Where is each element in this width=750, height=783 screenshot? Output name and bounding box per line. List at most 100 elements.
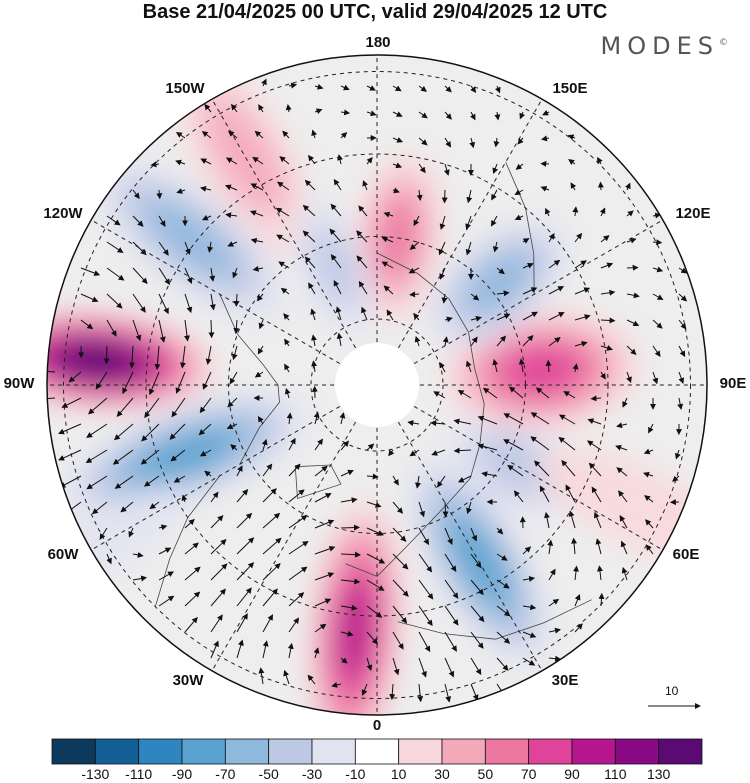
colorbar-tick: 130 xyxy=(646,766,671,782)
wind-arrow xyxy=(465,215,472,230)
wind-arrow xyxy=(158,547,172,555)
wind-arrow xyxy=(618,490,628,503)
wind-arrow xyxy=(257,415,264,425)
colorbar-swatch xyxy=(484,738,530,765)
wind-arrow xyxy=(548,312,565,321)
wind-arrow xyxy=(558,414,576,425)
wind-arrow xyxy=(443,163,450,176)
wind-arrow xyxy=(209,293,216,311)
wind-arrow xyxy=(154,345,161,371)
wind-arrow xyxy=(288,463,301,477)
wind-arrow xyxy=(184,542,199,555)
wind-arrow xyxy=(361,306,368,321)
wind-arrow xyxy=(236,537,255,555)
wind-arrow xyxy=(262,614,273,633)
wind-arrow xyxy=(522,287,538,295)
wind-arrow xyxy=(171,397,186,418)
wind-arrow xyxy=(356,230,368,243)
map-boundary xyxy=(46,54,708,716)
wind-arrow xyxy=(184,293,193,314)
wind-arrow xyxy=(522,311,538,321)
wind-arrow xyxy=(106,215,121,226)
wind-arrow xyxy=(409,449,420,457)
wind-arrow xyxy=(503,439,524,451)
wind-arrow xyxy=(571,537,578,555)
wind-arrow xyxy=(522,334,534,347)
wind-arrow xyxy=(311,129,318,139)
wind-arrow xyxy=(519,111,526,120)
wind-arrow xyxy=(515,163,524,170)
colorbar-tick: 70 xyxy=(520,766,537,782)
wind-arrow xyxy=(644,495,654,503)
colorbar-tick: -70 xyxy=(215,766,236,782)
wind-arrow xyxy=(509,386,524,399)
wind-arrow xyxy=(262,488,277,503)
wind-arrow xyxy=(362,180,369,191)
wind-arrow xyxy=(366,501,382,508)
wind-arrow xyxy=(444,631,457,652)
wind-arrow xyxy=(444,657,455,678)
wind-arrow xyxy=(574,314,591,321)
latitude-circle xyxy=(310,318,444,452)
wind-arrow xyxy=(392,631,404,650)
wind-arrow xyxy=(418,501,426,518)
wind-arrow xyxy=(591,486,602,503)
wind-arrow xyxy=(496,267,505,275)
wind-arrow xyxy=(302,204,316,217)
longitude-label-60w: 60W xyxy=(47,546,79,563)
anomaly-blob xyxy=(464,252,532,314)
wind-arrow xyxy=(389,683,396,701)
wind-arrow xyxy=(210,491,219,503)
wind-arrow xyxy=(307,154,316,165)
wind-arrow xyxy=(491,215,498,227)
colorbar-swatch xyxy=(441,738,486,765)
wind-arrow xyxy=(383,211,394,218)
wind-arrow xyxy=(481,471,498,478)
wind-arrow xyxy=(88,397,108,415)
wind-arrow xyxy=(621,567,628,581)
wind-arrow xyxy=(329,228,342,243)
wind-arrow xyxy=(262,640,269,659)
wind-arrow xyxy=(469,137,476,149)
wind-arrow xyxy=(438,241,446,256)
wind-arrow xyxy=(227,130,238,139)
wind-arrow xyxy=(514,189,524,196)
wind-arrow xyxy=(340,109,351,116)
wind-arrow xyxy=(496,335,507,347)
wind-arrow xyxy=(91,501,108,515)
longitude-label-30w: 30W xyxy=(172,672,204,689)
wind-arrow xyxy=(158,215,166,227)
wind-arrow xyxy=(496,631,511,644)
wind-arrow xyxy=(453,418,472,425)
longitude-label-150e: 150E xyxy=(552,80,588,97)
wind-arrow xyxy=(254,371,264,378)
wind-arrow xyxy=(541,135,550,142)
longitude-label-60e: 60E xyxy=(672,546,700,563)
wind-arrow xyxy=(539,485,550,503)
wind-arrow xyxy=(231,345,238,361)
wind-arrow xyxy=(262,537,282,555)
wind-arrow xyxy=(231,103,238,113)
wind-arrow xyxy=(470,527,478,542)
wind-arrow xyxy=(86,475,108,490)
wind-arrow xyxy=(366,579,385,591)
wind-arrow xyxy=(518,358,525,373)
wind-arrow xyxy=(199,397,212,414)
wind-arrow xyxy=(150,161,160,168)
wind-arrow xyxy=(652,345,661,358)
wind-arrow xyxy=(444,111,452,120)
wind-arrow xyxy=(597,181,604,191)
wind-arrow xyxy=(199,449,212,457)
wind-arrow xyxy=(285,104,292,113)
wind-arrow xyxy=(626,210,634,217)
wind-arrow xyxy=(441,189,448,204)
wind-arrow xyxy=(587,418,602,425)
wind-arrow xyxy=(492,241,499,253)
wind-arrow xyxy=(392,605,408,624)
coastline xyxy=(397,599,592,640)
wind-arrow xyxy=(314,623,327,633)
wind-arrow xyxy=(132,575,148,582)
wind-arrow xyxy=(132,293,146,313)
